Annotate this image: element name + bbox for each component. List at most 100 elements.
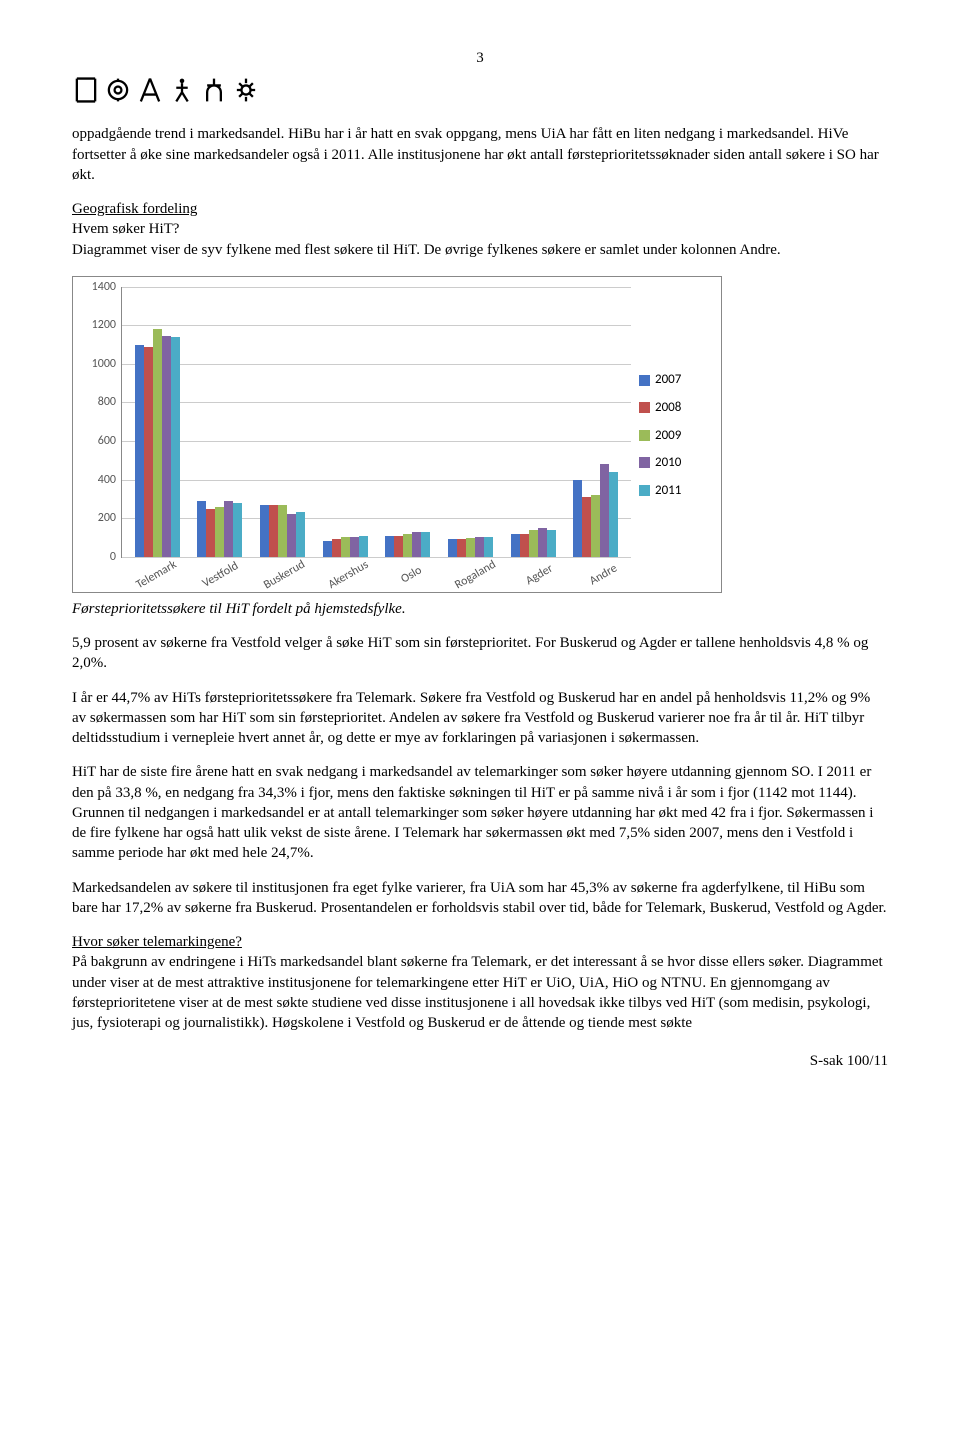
bar-group [318, 536, 373, 557]
y-axis-label: 800 [82, 394, 116, 410]
bar [135, 345, 144, 557]
bar [385, 536, 394, 557]
bar [144, 347, 153, 557]
legend-item: 2010 [639, 454, 709, 472]
bar [475, 537, 484, 556]
x-axis-label: Agder [512, 554, 568, 596]
paragraph: Diagrammet viser de syv fylkene med fles… [72, 240, 888, 260]
glyph-icon [232, 74, 260, 106]
bar [215, 507, 224, 557]
bar [197, 501, 206, 557]
bar [359, 536, 368, 557]
legend-item: 2008 [639, 399, 709, 417]
paragraph: På bakgrunn av endringene i HiTs markeds… [72, 952, 888, 1033]
bar [609, 472, 618, 557]
bars-container [122, 287, 631, 557]
y-axis-label: 400 [82, 472, 116, 488]
bar [278, 505, 287, 557]
bar [171, 337, 180, 557]
paragraph: Hvem søker HiT? [72, 219, 888, 239]
bar [332, 539, 341, 556]
bar [403, 534, 412, 557]
section-heading: Hvor søker telemarkingene? [72, 932, 888, 952]
y-axis-label: 200 [82, 510, 116, 526]
legend-label: 2010 [655, 454, 681, 472]
bar [466, 538, 475, 556]
paragraph: I år er 44,7% av HiTs førsteprioritetssø… [72, 688, 888, 749]
y-axis-label: 600 [82, 433, 116, 449]
bar-group [443, 537, 498, 556]
bar [269, 505, 278, 557]
section-heading: Geografisk fordeling [72, 199, 888, 219]
x-axis-label: Akershus [320, 554, 376, 596]
bar [448, 539, 457, 556]
glyph-icon [104, 74, 132, 106]
y-axis-label: 0 [82, 549, 116, 565]
x-axis-label: Vestfold [193, 554, 249, 596]
bar [520, 534, 529, 557]
legend-swatch [639, 430, 650, 441]
bar-group [255, 505, 310, 557]
legend-swatch [639, 457, 650, 468]
bar [582, 497, 591, 557]
legend-label: 2011 [655, 482, 681, 500]
bar [287, 514, 296, 556]
bar [511, 534, 520, 557]
bar-group [192, 501, 247, 557]
legend-label: 2008 [655, 399, 681, 417]
glyph-icon [200, 74, 228, 106]
bar [573, 480, 582, 557]
glyph-icon [136, 74, 164, 106]
bar [457, 539, 466, 556]
footer-reference: S-sak 100/11 [72, 1051, 888, 1071]
bar [341, 537, 350, 556]
legend-swatch [639, 375, 650, 386]
bar [224, 501, 233, 557]
bar [153, 329, 162, 557]
bar-group [380, 532, 435, 557]
x-axis-label: Buskerud [257, 554, 313, 596]
bar [600, 464, 609, 557]
bar [162, 336, 171, 557]
chart-plot-area: 0200400600800100012001400 TelemarkVestfo… [85, 287, 631, 584]
x-axis-label: Oslo [384, 554, 440, 596]
y-axis-label: 1000 [82, 356, 116, 372]
paragraph: Markedsandelen av søkere til institusjon… [72, 878, 888, 919]
bar [350, 537, 359, 556]
x-axis-label: Rogaland [448, 554, 504, 596]
glyph-icon [72, 74, 100, 106]
bar [394, 536, 403, 557]
x-axis-label: Andre [575, 554, 631, 596]
chart-legend: 2007 2008 2009 2010 2011 [631, 287, 709, 584]
bar [260, 505, 269, 557]
glyph-icon [168, 74, 196, 106]
paragraph: oppadgående trend i markedsandel. HiBu h… [72, 124, 888, 185]
bar [547, 530, 556, 557]
legend-item: 2011 [639, 482, 709, 500]
bar [296, 512, 305, 556]
bar [206, 509, 215, 557]
y-axis-label: 1400 [82, 279, 116, 295]
bar-chart: 0 200 400 600 800 1000 1200 1400 TelemarkVestfo… [72, 276, 722, 593]
legend-item: 2007 [639, 371, 709, 389]
legend-swatch [639, 402, 650, 413]
bar [591, 495, 600, 557]
bar-group [506, 528, 561, 557]
bar-group [568, 464, 623, 557]
legend-item: 2009 [639, 427, 709, 445]
paragraph: HiT har de siste fire årene hatt en svak… [72, 762, 888, 863]
legend-label: 2007 [655, 371, 681, 389]
chart-caption: Førsteprioritetssøkere til HiT fordelt p… [72, 599, 888, 619]
header-logo [72, 74, 888, 106]
y-axis-label: 1200 [82, 317, 116, 333]
bar [233, 503, 242, 557]
bar [421, 532, 430, 557]
bar-group [130, 329, 185, 557]
bar [323, 541, 332, 556]
x-axis-label: Telemark [129, 554, 185, 596]
legend-label: 2009 [655, 427, 681, 445]
paragraph: 5,9 prosent av søkerne fra Vestfold velg… [72, 633, 888, 674]
legend-swatch [639, 485, 650, 496]
bar [484, 537, 493, 556]
page-number: 3 [72, 48, 888, 68]
